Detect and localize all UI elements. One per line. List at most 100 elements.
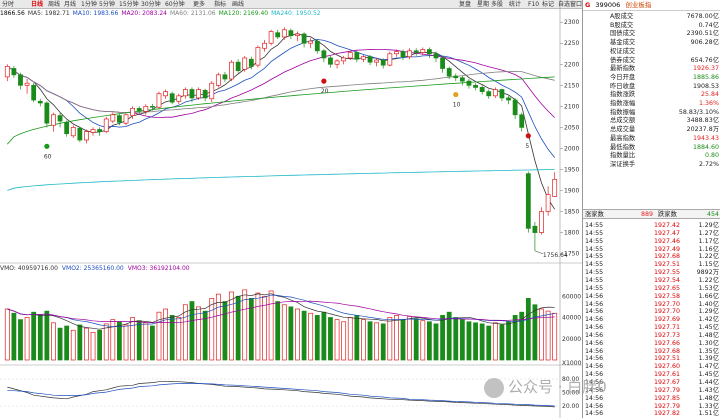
ma120-line — [7, 76, 555, 145]
index-name[interactable]: 创业板指 — [625, 1, 652, 9]
candle-body — [394, 51, 399, 55]
candle-body — [328, 57, 333, 65]
candle-body — [215, 74, 221, 86]
quote-value: 1908.53 — [692, 82, 719, 90]
tick-row: 14:56 1927.85 1.48亿 — [583, 394, 720, 403]
tick-row: 14:56 1927.70 1.29亿 — [583, 307, 720, 316]
volume-bar — [512, 315, 518, 361]
period-tab-8[interactable]: 60分钟 — [165, 1, 185, 8]
tick-amount: 1.44亿 — [698, 379, 719, 386]
tick-row: 14:56 1927.66 1.30亿 — [583, 339, 720, 348]
period-tab-0[interactable]: 分时 — [2, 1, 15, 8]
quote-label: 指数量比 — [610, 152, 636, 160]
candle-body — [130, 108, 136, 116]
volume-ma-line — [7, 300, 555, 324]
period-tab-7[interactable]: 30分钟 — [141, 1, 161, 8]
period-tab-1[interactable]: 日线 — [31, 1, 44, 8]
toolbar-btn-1[interactable]: 星期 — [477, 1, 490, 8]
candle-body — [11, 68, 17, 76]
candle-body — [301, 33, 307, 44]
toolbar-btn-3[interactable]: 统计 — [509, 1, 522, 8]
quote-label: 指数涨幅 — [610, 100, 636, 107]
volume-bar — [374, 322, 380, 361]
toolbar-btn-2[interactable]: 多股 — [491, 1, 504, 8]
period-tab-5[interactable]: 5分钟 — [99, 1, 115, 8]
signal-label: 20 — [321, 88, 329, 95]
tick-time: 14:56 — [585, 402, 604, 410]
candle-body — [123, 114, 129, 124]
quote-row: 国债成交 2390.51亿 — [583, 30, 720, 39]
tick-row: 14:56 1927.68 1.35亿 — [583, 347, 720, 356]
candle-body — [466, 80, 472, 86]
tick-row: 14:56 1927.79 1.33亿 — [583, 402, 720, 411]
volume-bar — [466, 321, 472, 361]
index-code[interactable]: 399006 — [595, 1, 621, 9]
candle-body — [57, 115, 63, 122]
tick-row: 14:56 1927.71 1.45亿 — [583, 323, 720, 332]
kline-chart[interactable]: 2300 2250 2200 2150 2100 2050 2000 1950 1900 1850… — [0, 0, 582, 418]
tick-amount: 1.35亿 — [698, 347, 719, 355]
osc-axis-label: 20.00 — [562, 403, 579, 410]
tick-row: 14:56 1927.73 1.48亿 — [583, 331, 720, 340]
tick-price: 1927.68 — [654, 253, 681, 261]
candle-body — [532, 225, 538, 233]
volume-bar — [354, 315, 360, 361]
tick-time: 14:56 — [585, 347, 604, 355]
candle-body — [163, 91, 168, 97]
candle-body — [347, 52, 353, 59]
tick-price: 1927.60 — [654, 363, 681, 371]
candle-body — [262, 42, 267, 49]
tick-amount: 1.42亿 — [698, 316, 719, 324]
toolbar-btn-5[interactable]: 标记 — [542, 1, 555, 8]
period-tab-4[interactable]: 1分钟 — [81, 1, 97, 8]
tick-amount: 1.30亿 — [698, 339, 719, 347]
volume-bar — [506, 321, 511, 361]
period-tab-3[interactable]: 月线 — [64, 1, 77, 8]
tick-time: 14:56 — [585, 339, 604, 347]
ma20-line — [7, 49, 555, 119]
volume-bar — [380, 323, 386, 361]
tick-amount: 1.53亿 — [698, 284, 719, 292]
volume-bar — [255, 292, 261, 361]
volume-bar — [176, 317, 182, 361]
chart-tool-0[interactable]: 指标 — [214, 1, 227, 8]
tick-row: 14:56 1927.70 1.40亿 — [583, 300, 720, 309]
tick-price: 1927.68 — [654, 347, 681, 355]
period-tab-6[interactable]: 15分钟 — [119, 1, 139, 8]
quote-value: 3488.83亿 — [686, 117, 719, 125]
volume-bar — [77, 324, 83, 361]
candle-body — [374, 59, 380, 63]
tick-row: 14:56 1927.60 1.47亿 — [583, 362, 720, 371]
tick-price: 1927.49 — [654, 245, 681, 253]
tick-amount: 9892万 — [696, 269, 719, 277]
tick-price: 1927.79 — [654, 386, 681, 394]
period-tab-9[interactable]: 更多 — [193, 1, 206, 8]
tick-amount: 1.45亿 — [698, 371, 719, 379]
volume-bar — [301, 310, 307, 361]
chart-tool-1[interactable]: 画线 — [232, 1, 245, 8]
candle-body — [525, 173, 531, 229]
volume-bar — [492, 322, 498, 361]
quote-value: 0.74亿 — [698, 21, 719, 29]
tick-time: 14:55 — [585, 269, 604, 277]
tick-row: 14:55 1927.42 1.29亿 — [583, 221, 720, 230]
volume-bar — [235, 295, 241, 361]
toolbar-btn-4[interactable]: F10 — [528, 1, 540, 8]
volume-bar — [446, 311, 452, 361]
period-tab-2[interactable]: 周线 — [48, 1, 61, 8]
toolbar-btn-6[interactable]: 自选 — [558, 1, 571, 8]
toolbar-btn-7[interactable]: 窗口 — [570, 1, 583, 8]
candle-body — [51, 114, 56, 126]
ma60-line — [7, 66, 555, 113]
candle-body — [248, 58, 254, 67]
volume-bar — [229, 291, 234, 361]
candle-body — [110, 114, 116, 122]
quote-row: 最低指数 1884.60 — [583, 144, 720, 153]
quote-value: 7678.00亿 — [686, 13, 719, 20]
toolbar-btn-0[interactable]: 复盘 — [459, 1, 472, 8]
tick-amount: 1.45亿 — [698, 324, 719, 332]
tick-amount: 1.51亿 — [698, 410, 719, 418]
group-badge: G — [585, 1, 591, 9]
tick-price: 1927.51 — [654, 355, 681, 363]
tick-time: 14:55 — [585, 237, 604, 245]
